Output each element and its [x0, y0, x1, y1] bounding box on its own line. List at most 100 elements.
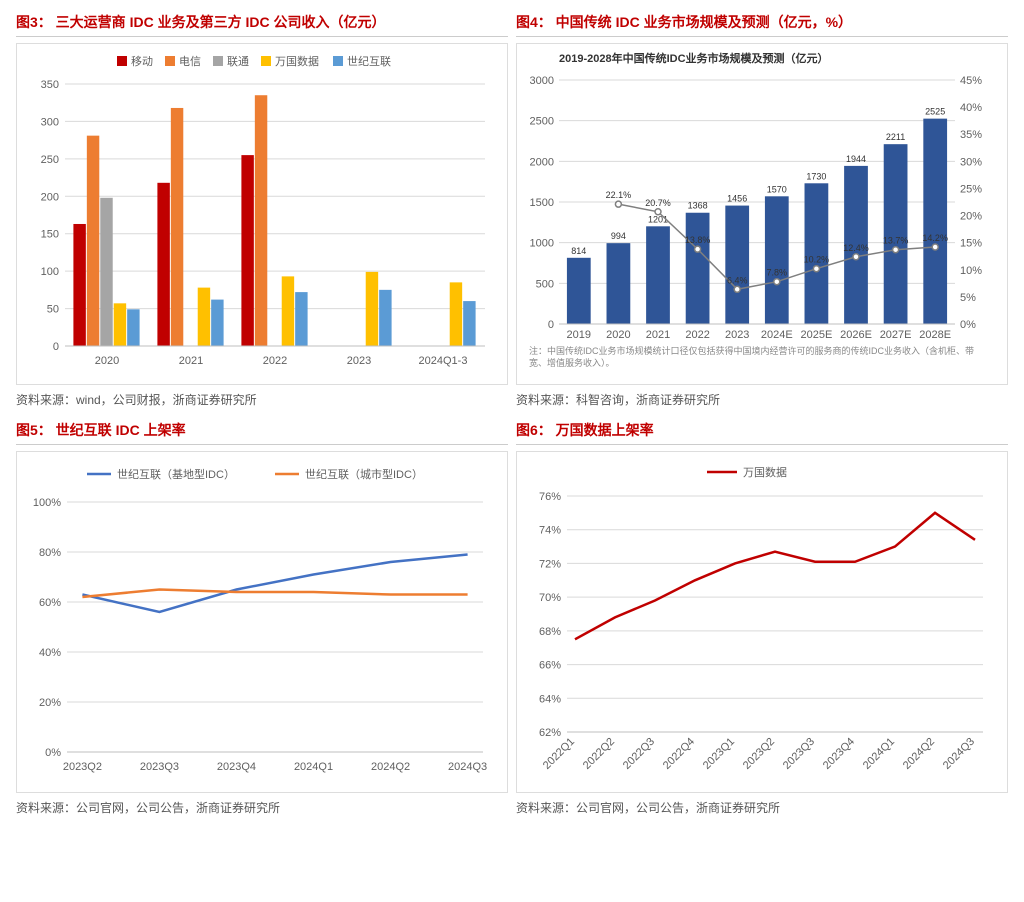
svg-text:电信: 电信 [179, 55, 201, 68]
svg-text:5%: 5% [960, 292, 976, 304]
svg-text:2022: 2022 [263, 355, 287, 367]
svg-text:70%: 70% [539, 592, 561, 604]
svg-text:25%: 25% [960, 183, 982, 195]
svg-text:2023Q1: 2023Q1 [701, 736, 737, 772]
svg-text:2028E: 2028E [919, 329, 951, 341]
svg-text:22.1%: 22.1% [606, 190, 632, 200]
svg-text:2022Q3: 2022Q3 [621, 736, 657, 772]
svg-text:2022Q2: 2022Q2 [581, 736, 617, 772]
svg-text:世纪互联: 世纪互联 [347, 55, 391, 68]
fig4-chart: 2019-2028年中国传统IDC业务市场规模及预测（亿元） 0 500 1000 15… [516, 43, 1008, 385]
fig6-title: 图6： 万国数据上架率 [516, 416, 1008, 445]
svg-text:2019: 2019 [567, 329, 591, 341]
svg-text:10.2%: 10.2% [804, 255, 830, 265]
svg-text:1368: 1368 [688, 201, 708, 211]
fig5-source: 资料来源：公司官网，公司公告，浙商证券研究所 [16, 799, 508, 816]
svg-text:1456: 1456 [727, 194, 747, 204]
svg-text:13.8%: 13.8% [685, 235, 711, 245]
svg-text:14.2%: 14.2% [922, 233, 948, 243]
svg-text:50: 50 [47, 304, 59, 316]
chart-grid: 图3： 三大运营商 IDC 业务及第三方 IDC 公司收入（亿元） 移动电信联通… [0, 0, 1024, 824]
svg-text:66%: 66% [539, 660, 561, 672]
svg-text:60%: 60% [39, 597, 61, 609]
svg-text:35%: 35% [960, 129, 982, 141]
svg-text:74%: 74% [539, 525, 561, 537]
svg-text:2023Q2: 2023Q2 [741, 736, 777, 772]
svg-text:200: 200 [41, 191, 59, 203]
svg-text:15%: 15% [960, 238, 982, 250]
svg-text:2025E: 2025E [800, 329, 832, 341]
svg-text:2211: 2211 [886, 132, 905, 142]
fig6-chart: 万国数据62%64%66%68%70%72%74%76%2022Q12022Q2… [516, 451, 1008, 793]
svg-text:2023Q4: 2023Q4 [821, 736, 857, 772]
fig3-chart: 移动电信联通万国数据世纪互联05010015020025030035020202… [16, 43, 508, 385]
svg-text:0: 0 [548, 319, 554, 331]
svg-text:2023Q3: 2023Q3 [781, 736, 817, 772]
svg-text:20%: 20% [960, 211, 982, 223]
svg-text:62%: 62% [539, 727, 561, 739]
svg-text:0: 0 [53, 341, 59, 353]
svg-text:2024Q3: 2024Q3 [448, 761, 487, 773]
svg-text:2024Q1-3: 2024Q1-3 [419, 355, 468, 367]
svg-text:2023: 2023 [725, 329, 749, 341]
svg-text:10%: 10% [960, 265, 982, 277]
fig5-chart: 世纪互联（基地型IDC）世纪互联（城市型IDC）0%20%40%60%80%10… [16, 451, 508, 793]
svg-text:2023: 2023 [347, 355, 371, 367]
svg-text:2020: 2020 [95, 355, 119, 367]
svg-text:7.8%: 7.8% [767, 268, 788, 278]
svg-text:72%: 72% [539, 558, 561, 570]
svg-text:150: 150 [41, 229, 59, 241]
svg-text:2020: 2020 [606, 329, 630, 341]
fig5-title: 图5： 世纪互联 IDC 上架率 [16, 416, 508, 445]
svg-text:万国数据: 万国数据 [275, 54, 319, 68]
svg-text:2023Q4: 2023Q4 [217, 761, 256, 773]
svg-text:40%: 40% [39, 647, 61, 659]
svg-text:0%: 0% [45, 747, 61, 759]
svg-text:3000: 3000 [530, 75, 554, 87]
fig6-panel: 图6： 万国数据上架率 万国数据62%64%66%68%70%72%74%76%… [516, 416, 1008, 816]
fig5-panel: 图5： 世纪互联 IDC 上架率 世纪互联（基地型IDC）世纪互联（城市型IDC… [16, 416, 508, 816]
svg-text:2500: 2500 [530, 116, 554, 128]
svg-text:2024Q3: 2024Q3 [941, 736, 977, 772]
svg-text:1944: 1944 [846, 154, 866, 164]
svg-text:20%: 20% [39, 697, 61, 709]
svg-text:12.4%: 12.4% [843, 243, 869, 253]
svg-text:世纪互联（基地型IDC）: 世纪互联（基地型IDC） [117, 467, 235, 481]
svg-text:100: 100 [41, 266, 59, 278]
svg-text:2019-2028年中国传统IDC业务市场规模及预测（亿元）: 2019-2028年中国传统IDC业务市场规模及预测（亿元） [559, 51, 829, 65]
svg-text:68%: 68% [539, 626, 561, 638]
fig4-title: 图4： 中国传统 IDC 业务市场规模及预测（亿元，%） [516, 8, 1008, 37]
svg-text:2022: 2022 [685, 329, 709, 341]
svg-text:994: 994 [611, 231, 626, 241]
svg-text:2525: 2525 [925, 107, 945, 117]
fig3-source: 资料来源：wind，公司财报，浙商证券研究所 [16, 391, 508, 408]
fig3-panel: 图3： 三大运营商 IDC 业务及第三方 IDC 公司收入（亿元） 移动电信联通… [16, 8, 508, 408]
svg-text:2024Q2: 2024Q2 [371, 761, 410, 773]
svg-text:20.7%: 20.7% [645, 198, 671, 208]
fig6-source: 资料来源：公司官网，公司公告，浙商证券研究所 [516, 799, 1008, 816]
svg-text:500: 500 [536, 278, 554, 290]
svg-text:76%: 76% [539, 491, 561, 503]
svg-text:万国数据: 万国数据 [743, 465, 787, 479]
fig4-panel: 图4： 中国传统 IDC 业务市场规模及预测（亿元，%） 2019-2028年中… [516, 8, 1008, 408]
svg-text:宽、增值服务收入）。: 宽、增值服务收入）。 [529, 357, 615, 368]
svg-text:300: 300 [41, 116, 59, 128]
svg-text:45%: 45% [960, 75, 982, 87]
fig3-title: 图3： 三大运营商 IDC 业务及第三方 IDC 公司收入（亿元） [16, 8, 508, 37]
svg-text:350: 350 [41, 79, 59, 91]
svg-text:13.7%: 13.7% [883, 236, 909, 246]
svg-text:2024Q1: 2024Q1 [294, 761, 333, 773]
svg-text:联通: 联通 [227, 55, 249, 68]
svg-text:1000: 1000 [530, 238, 554, 250]
svg-text:1500: 1500 [530, 197, 554, 209]
svg-text:814: 814 [571, 246, 586, 256]
svg-text:100%: 100% [33, 497, 61, 509]
svg-text:2024E: 2024E [761, 329, 793, 341]
svg-text:2027E: 2027E [880, 329, 912, 341]
fig4-source: 资料来源：科智咨询，浙商证券研究所 [516, 391, 1008, 408]
svg-text:2023Q2: 2023Q2 [63, 761, 102, 773]
svg-text:1570: 1570 [767, 184, 787, 194]
svg-text:1730: 1730 [806, 171, 826, 181]
svg-text:250: 250 [41, 154, 59, 166]
svg-text:2000: 2000 [530, 156, 554, 168]
